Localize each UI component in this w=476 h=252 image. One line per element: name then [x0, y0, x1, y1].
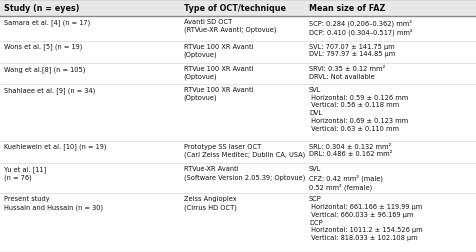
Text: SVL
CFZ: 0.42 mm² (male)
0.52 mm² (female): SVL CFZ: 0.42 mm² (male) 0.52 mm² (femal… — [308, 166, 382, 191]
Bar — [0, 85, 476, 141]
Text: RTVue 100 XR Avanti
(Optovue): RTVue 100 XR Avanti (Optovue) — [183, 66, 253, 80]
Text: Yu et al. [11]
(n = 76): Yu et al. [11] (n = 76) — [4, 166, 46, 181]
Text: Present study
Hussain and Hussain (n = 30): Present study Hussain and Hussain (n = 3… — [4, 196, 103, 210]
Text: Avanti SD OCT
(RTVue-XR Avanti; Optovue): Avanti SD OCT (RTVue-XR Avanti; Optovue) — [183, 19, 276, 33]
Bar — [0, 164, 476, 194]
Text: Mean size of FAZ: Mean size of FAZ — [308, 4, 385, 13]
Bar — [0, 141, 476, 164]
Bar — [0, 41, 476, 64]
Bar — [0, 0, 476, 17]
Text: Kuehlewein et al. [10] (n = 19): Kuehlewein et al. [10] (n = 19) — [4, 143, 106, 150]
Text: SRVl: 0.35 ± 0.12 mm²
DRVL: Not available: SRVl: 0.35 ± 0.12 mm² DRVL: Not availabl… — [308, 66, 385, 80]
Text: Shahlaee et al. [9] (n = 34): Shahlaee et al. [9] (n = 34) — [4, 87, 95, 93]
Text: SCP: 0.284 (0.206–0.362) mm²
DCP: 0.410 (0.304–0.517) mm²: SCP: 0.284 (0.206–0.362) mm² DCP: 0.410 … — [308, 19, 412, 36]
Bar — [0, 194, 476, 252]
Text: Samara et al. [4] (n = 17): Samara et al. [4] (n = 17) — [4, 19, 90, 26]
Text: Zeiss Angioplex
(Cirrus HD OCT): Zeiss Angioplex (Cirrus HD OCT) — [183, 196, 236, 210]
Bar — [0, 17, 476, 41]
Text: Prototype SS laser OCT
(Carl Zeiss Meditec; Dublin CA, USA): Prototype SS laser OCT (Carl Zeiss Medit… — [183, 143, 304, 157]
Text: SVL: 707.07 ± 141.75 μm
DVL: 797.97 ± 144.85 μm: SVL: 707.07 ± 141.75 μm DVL: 797.97 ± 14… — [308, 43, 395, 57]
Text: Study (n = eyes): Study (n = eyes) — [4, 4, 79, 13]
Text: RTVue-XR Avanti
(Software Version 2.05.39; Optovue): RTVue-XR Avanti (Software Version 2.05.3… — [183, 166, 304, 180]
Text: SCP
 Horizontal: 661.166 ± 119.99 μm
 Vertical: 660.033 ± 96.169 μm
DCP
 Horizon: SCP Horizontal: 661.166 ± 119.99 μm Vert… — [308, 196, 422, 240]
Text: SVL
 Horizontal: 0.59 ± 0.126 mm
 Vertical: 0.56 ± 0.118 mm
DVL
 Horizontal: 0.6: SVL Horizontal: 0.59 ± 0.126 mm Vertical… — [308, 87, 407, 131]
Text: Type of OCT/technique: Type of OCT/technique — [183, 4, 285, 13]
Text: SRL: 0.304 ± 0.132 mm²
DRL: 0.486 ± 0.162 mm²: SRL: 0.304 ± 0.132 mm² DRL: 0.486 ± 0.16… — [308, 143, 392, 157]
Text: Wons et al. [5] (n = 19): Wons et al. [5] (n = 19) — [4, 43, 82, 50]
Text: RTVue 100 XR Avanti
(Optovue): RTVue 100 XR Avanti (Optovue) — [183, 43, 253, 58]
Bar — [0, 64, 476, 85]
Text: Wang et al.[8] (n = 105): Wang et al.[8] (n = 105) — [4, 66, 85, 73]
Text: RTVue 100 XR Avanti
(Optovue): RTVue 100 XR Avanti (Optovue) — [183, 87, 253, 101]
